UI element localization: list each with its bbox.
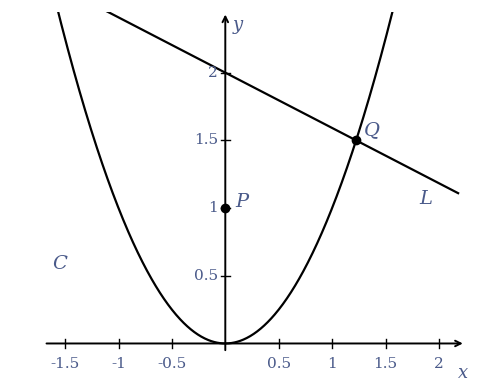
Text: 2: 2	[434, 357, 444, 371]
Text: -1.5: -1.5	[50, 357, 80, 371]
Text: 1.5: 1.5	[194, 133, 218, 147]
Text: 1: 1	[327, 357, 337, 371]
Text: C: C	[52, 255, 67, 273]
Text: -0.5: -0.5	[157, 357, 187, 371]
Text: -1: -1	[111, 357, 126, 371]
Text: 1: 1	[208, 201, 218, 215]
Text: 1.5: 1.5	[373, 357, 397, 371]
Text: x: x	[458, 364, 468, 382]
Text: 0.5: 0.5	[266, 357, 291, 371]
Text: L: L	[420, 190, 432, 208]
Text: 2: 2	[208, 66, 218, 80]
Text: 0.5: 0.5	[194, 269, 218, 283]
Text: y: y	[233, 16, 243, 34]
Text: P: P	[235, 193, 248, 211]
Text: Q: Q	[363, 121, 380, 139]
